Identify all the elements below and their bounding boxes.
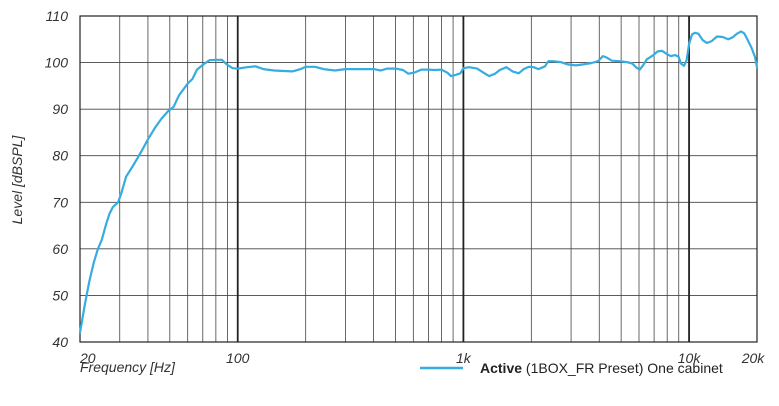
x-tick-label: 20k	[741, 350, 766, 366]
series-line-active	[78, 30, 759, 334]
x-tick-labels: 20 100 1k 10k 20k	[79, 350, 765, 366]
y-tick-label: 90	[52, 101, 68, 117]
plot-frame	[79, 15, 758, 343]
y-tick-label: 100	[45, 55, 69, 71]
x-tick-label: 100	[226, 350, 250, 366]
y-tick-label: 80	[52, 148, 68, 164]
x-axis-title: Frequency [Hz]	[80, 359, 176, 375]
x-tick-label: 20	[79, 350, 96, 366]
legend-label-bold: Active	[480, 360, 522, 376]
y-tick-label: 70	[52, 194, 68, 210]
x-tick-label: 10k	[678, 350, 702, 366]
y-tick-label: 50	[52, 287, 68, 303]
x-tick-label: 1k	[456, 350, 472, 366]
legend-label-rest: (1BOX_FR Preset) One cabinet	[522, 360, 723, 376]
legend: Active (1BOX_FR Preset) One cabinet	[420, 360, 723, 376]
legend-label: Active (1BOX_FR Preset) One cabinet	[480, 360, 723, 376]
y-tick-labels: 110 100 90 80 70 60 50 40	[45, 8, 69, 350]
y-tick-label: 110	[46, 8, 69, 24]
grid-minor-lines	[80, 16, 757, 342]
y-tick-label: 40	[52, 334, 68, 350]
y-tick-label: 60	[52, 241, 68, 257]
y-axis-title: Level [dBSPL]	[9, 135, 25, 225]
